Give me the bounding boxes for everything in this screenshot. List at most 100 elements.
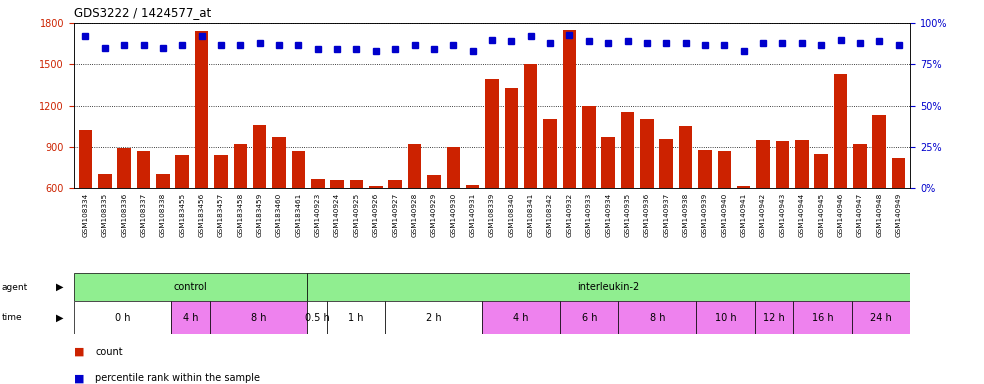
Text: 4 h: 4 h <box>183 313 198 323</box>
Bar <box>331 180 343 271</box>
Text: 0.5 h: 0.5 h <box>305 313 330 323</box>
Bar <box>833 74 847 271</box>
Text: GSM183456: GSM183456 <box>199 192 205 237</box>
Text: 1 h: 1 h <box>348 313 364 323</box>
Bar <box>195 31 209 271</box>
Text: GSM140924: GSM140924 <box>335 192 340 237</box>
Text: GSM183461: GSM183461 <box>295 192 301 237</box>
Text: GSM140928: GSM140928 <box>411 192 417 237</box>
Text: GSM140940: GSM140940 <box>721 192 727 237</box>
Text: ■: ■ <box>74 346 85 357</box>
Text: GSM108338: GSM108338 <box>159 192 166 237</box>
Bar <box>233 144 247 271</box>
Bar <box>641 119 653 271</box>
Bar <box>98 174 111 271</box>
Text: GSM140945: GSM140945 <box>818 192 825 237</box>
Text: 24 h: 24 h <box>870 313 892 323</box>
Bar <box>523 64 537 271</box>
Text: GSM140934: GSM140934 <box>605 192 611 237</box>
Text: GSM140948: GSM140948 <box>876 192 883 237</box>
Bar <box>618 301 697 334</box>
Bar <box>560 301 618 334</box>
Text: agent: agent <box>2 283 29 291</box>
Text: control: control <box>173 282 208 292</box>
Bar <box>853 144 867 271</box>
Text: GSM140923: GSM140923 <box>315 192 321 237</box>
Bar <box>699 150 711 271</box>
Text: GSM140932: GSM140932 <box>567 192 573 237</box>
Bar <box>74 301 171 334</box>
Bar <box>349 180 363 271</box>
Text: 4 h: 4 h <box>514 313 529 323</box>
Text: GSM140947: GSM140947 <box>857 192 863 237</box>
Text: 8 h: 8 h <box>251 313 267 323</box>
Bar <box>175 155 189 271</box>
Bar <box>117 148 131 271</box>
Bar <box>679 126 693 271</box>
Text: ▶: ▶ <box>56 282 64 292</box>
Bar <box>543 119 557 271</box>
Bar <box>621 113 635 271</box>
Bar <box>755 301 793 334</box>
Text: GSM183458: GSM183458 <box>237 192 243 237</box>
Bar <box>385 301 482 334</box>
Bar <box>307 273 910 301</box>
Text: GSM140930: GSM140930 <box>451 192 457 237</box>
Bar <box>215 155 227 271</box>
Text: GDS3222 / 1424577_at: GDS3222 / 1424577_at <box>74 6 211 19</box>
Bar <box>307 301 327 334</box>
Text: GSM140926: GSM140926 <box>373 192 379 237</box>
Text: percentile rank within the sample: percentile rank within the sample <box>95 373 261 384</box>
Bar <box>273 137 285 271</box>
Text: GSM140937: GSM140937 <box>663 192 669 237</box>
Text: GSM140936: GSM140936 <box>644 192 649 237</box>
Text: ▶: ▶ <box>56 313 64 323</box>
Bar <box>137 151 151 271</box>
Text: GSM140941: GSM140941 <box>741 192 747 237</box>
Text: GSM108340: GSM108340 <box>509 192 515 237</box>
Text: GSM140927: GSM140927 <box>393 192 399 237</box>
Text: interleukin-2: interleukin-2 <box>578 282 640 292</box>
Bar <box>697 301 755 334</box>
Bar <box>311 179 325 271</box>
Bar <box>447 147 461 271</box>
Bar <box>852 301 910 334</box>
Text: GSM140949: GSM140949 <box>895 192 901 237</box>
Bar <box>485 79 499 271</box>
Bar <box>795 140 809 271</box>
Bar <box>327 301 385 334</box>
Text: 2 h: 2 h <box>426 313 442 323</box>
Bar <box>563 30 577 271</box>
Bar <box>482 301 560 334</box>
Bar <box>582 106 595 271</box>
Text: 16 h: 16 h <box>812 313 833 323</box>
Text: GSM108337: GSM108337 <box>141 192 147 237</box>
Text: GSM140938: GSM140938 <box>683 192 689 237</box>
Bar <box>892 158 905 271</box>
Text: GSM108334: GSM108334 <box>83 192 89 237</box>
Bar <box>407 144 421 271</box>
Text: GSM140939: GSM140939 <box>702 192 707 237</box>
Text: GSM140925: GSM140925 <box>353 192 359 237</box>
Text: GSM183455: GSM183455 <box>179 192 185 237</box>
Bar <box>873 115 886 271</box>
Bar <box>775 141 789 271</box>
Bar <box>291 151 305 271</box>
Text: GSM183457: GSM183457 <box>217 192 224 237</box>
Bar <box>427 175 441 271</box>
Bar <box>74 273 307 301</box>
Bar <box>369 186 383 271</box>
Text: GSM183460: GSM183460 <box>277 192 282 237</box>
Text: GSM108336: GSM108336 <box>121 192 127 237</box>
Bar <box>659 139 673 271</box>
Text: 8 h: 8 h <box>649 313 665 323</box>
Text: GSM108342: GSM108342 <box>547 192 553 237</box>
Bar <box>737 186 751 271</box>
Bar <box>757 140 769 271</box>
Text: GSM140942: GSM140942 <box>760 192 767 237</box>
Text: time: time <box>2 313 23 322</box>
Bar <box>253 125 267 271</box>
Bar <box>465 185 479 271</box>
Text: GSM140935: GSM140935 <box>625 192 631 237</box>
Text: count: count <box>95 346 123 357</box>
